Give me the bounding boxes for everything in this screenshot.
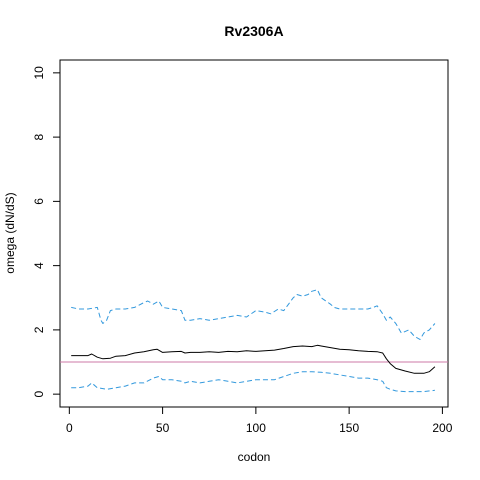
y-tick-label: 6 <box>32 198 46 205</box>
lower-bound-line <box>71 371 435 393</box>
upper-bound-line <box>71 289 436 340</box>
x-tick-label: 50 <box>156 421 170 435</box>
y-tick-label: 2 <box>32 326 46 333</box>
estimate-line <box>71 344 436 374</box>
y-tick-label: 10 <box>32 66 46 80</box>
chart-title: Rv2306A <box>224 23 283 39</box>
y-tick-label: 4 <box>32 262 46 269</box>
x-tick-label: 0 <box>66 421 73 435</box>
y-tick-label: 0 <box>32 390 46 397</box>
x-tick-label: 200 <box>432 421 452 435</box>
plot-frame <box>59 59 449 408</box>
y-axis: 0 2 4 6 8 10 <box>32 66 61 397</box>
x-axis-title: codon <box>238 450 271 464</box>
y-axis-title: omega (dN/dS) <box>3 192 17 273</box>
x-axis: 0 50 100 150 200 <box>66 406 453 435</box>
x-tick-label: 150 <box>339 421 359 435</box>
plot-area <box>60 289 448 393</box>
x-tick-label: 100 <box>246 421 266 435</box>
y-tick-label: 8 <box>32 133 46 140</box>
